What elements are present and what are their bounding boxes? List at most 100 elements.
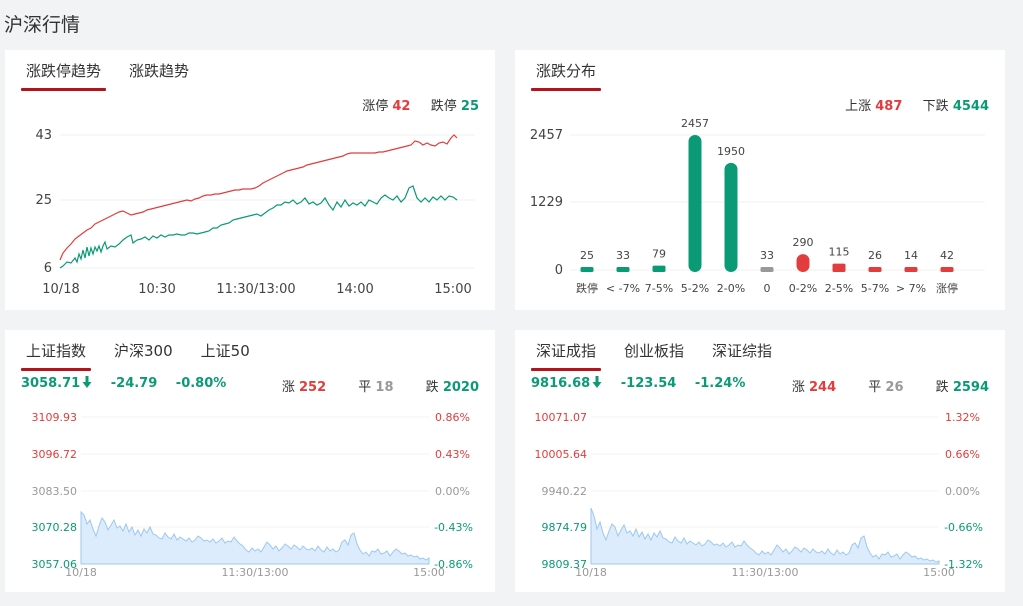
tab-limit-trend[interactable]: 涨跌停趋势 — [21, 60, 107, 91]
sh-price-area — [80, 510, 430, 565]
rise-label: 上涨 — [845, 99, 872, 114]
y-left-label: 9940.22 — [542, 485, 588, 498]
limit-counts: 涨停 42 跌停 25 — [362, 95, 479, 114]
bar — [580, 267, 594, 272]
limit-down-value: 25 — [460, 99, 479, 114]
fall-label: 下跌 — [922, 99, 949, 114]
sz-quote: 9816.68 -123.54 -1.24% — [531, 376, 759, 391]
sz-up: 涨 244 — [791, 380, 837, 395]
sz-index-tabs: 深证成指 创业板指 深证综指 — [531, 340, 795, 371]
limit-trend-chart: 43 25 6 10/18 10:30 11:30/13:00 14:00 15… — [35, 128, 475, 297]
category-label: 5-7% — [861, 282, 889, 295]
bar-value-label: 25 — [580, 249, 594, 262]
y-right-label: 0.00% — [945, 485, 980, 498]
y-left-label: 10071.07 — [535, 411, 588, 424]
tab-chinext[interactable]: 创业板指 — [624, 342, 685, 360]
x-tick-label: 11:30/13:00 — [221, 566, 288, 579]
x-tick-label: 11:30/13:00 — [216, 282, 295, 297]
x-tick-label: 10/18 — [65, 566, 97, 579]
page-title: 沪深行情 — [4, 14, 81, 36]
tab-sse-composite[interactable]: 上证指数 — [21, 340, 92, 371]
bar-value-label: 33 — [616, 249, 630, 262]
bar-value-label: 33 — [760, 249, 774, 262]
tab-distribution[interactable]: 涨跌分布 — [531, 60, 602, 91]
sh-flat: 平 18 — [358, 380, 394, 395]
category-label: 0 — [764, 282, 771, 295]
sh-quote: 3058.71 -24.79 -0.80% — [21, 376, 240, 391]
y-tick-label: 2457 — [530, 128, 563, 143]
category-label: 5-2% — [681, 282, 709, 295]
sh-pct: -0.80% — [175, 376, 227, 391]
bar-value-label: 1950 — [717, 145, 745, 158]
bar-value-label: 79 — [652, 248, 666, 261]
limit-trend-tabs: 涨跌停趋势 涨跌趋势 — [21, 60, 212, 91]
x-tick-label: 10/18 — [575, 566, 607, 579]
sz-index-card: 深证成指 创业板指 深证综指 9816.68 -123.54 -1.24% 涨 … — [515, 330, 1005, 592]
tab-szse-component[interactable]: 深证成指 — [531, 340, 602, 371]
distribution-chart: 2457 1229 0 25 跌停 33 < -7% 79 7-5% 2457 5-2% 195… — [530, 117, 985, 295]
category-label: 涨停 — [936, 281, 958, 295]
tab-csi300[interactable]: 沪深300 — [114, 342, 173, 360]
bar — [832, 263, 846, 272]
distribution-card: 涨跌分布 上涨 487 下跌 4544 2457 1229 0 25 跌停 33 < … — [515, 50, 1005, 310]
arrow-down-icon — [592, 376, 602, 388]
sz-breadth: 涨 244 平 26 跌 2594 — [764, 376, 989, 395]
sz-price-area — [590, 507, 940, 565]
x-tick-label: 14:00 — [336, 282, 373, 297]
limit-down-line — [59, 185, 458, 269]
sz-down: 跌 2594 — [935, 380, 989, 395]
bar — [760, 267, 774, 272]
sz-pct: -1.24% — [694, 376, 746, 391]
rise-value: 487 — [875, 99, 903, 114]
y-left-label: 3070.28 — [32, 521, 78, 534]
category-label: 跌停 — [576, 281, 598, 295]
sh-up: 涨 252 — [281, 380, 327, 395]
bar — [940, 267, 954, 272]
sz-flat: 平 26 — [868, 380, 904, 395]
y-left-label: 9874.79 — [542, 521, 588, 534]
x-tick-label: 11:30/13:00 — [731, 566, 798, 579]
y-left-label: 3096.72 — [32, 448, 78, 461]
bar — [904, 267, 918, 272]
tab-szse-composite[interactable]: 深证综指 — [712, 342, 773, 360]
y-right-label: 0.86% — [435, 411, 470, 424]
sh-breadth: 涨 252 平 18 跌 2020 — [254, 376, 479, 395]
bar — [652, 265, 666, 272]
y-left-label: 10005.64 — [535, 448, 588, 461]
category-label: 7-5% — [645, 282, 673, 295]
y-right-label: -0.66% — [944, 521, 983, 534]
category-label: 2-5% — [825, 282, 853, 295]
y-right-label: 0.66% — [945, 448, 980, 461]
category-label: 0-2% — [789, 282, 817, 295]
bar-value-label: 14 — [904, 249, 918, 262]
tab-sse50[interactable]: 上证50 — [200, 342, 250, 360]
bar — [868, 267, 882, 272]
sh-price: 3058.71 — [21, 376, 92, 391]
y-right-label: -0.43% — [434, 521, 473, 534]
bar-value-label: 26 — [868, 249, 882, 262]
y-tick-label: 25 — [35, 193, 52, 208]
bar — [616, 267, 630, 272]
x-tick-label: 10:30 — [138, 282, 175, 297]
limit-up-label: 涨停 — [362, 99, 389, 114]
y-right-label: 0.00% — [435, 485, 470, 498]
bar-value-label: 290 — [793, 236, 814, 249]
bar-value-label: 42 — [940, 249, 954, 262]
category-label: 2-0% — [717, 282, 745, 295]
y-left-label: 3057.06 — [32, 558, 78, 571]
x-tick-label: 10/18 — [42, 282, 79, 297]
limit-trend-card: 涨跌停趋势 涨跌趋势 涨停 42 跌停 25 43 25 6 10/18 10:… — [5, 50, 495, 310]
y-left-label: 3083.50 — [32, 485, 78, 498]
limit-down-label: 跌停 — [430, 99, 457, 114]
tab-rise-fall-trend[interactable]: 涨跌趋势 — [129, 62, 190, 80]
y-right-label: -0.86% — [434, 558, 473, 571]
y-right-label: 1.32% — [945, 411, 980, 424]
y-right-label: 0.43% — [435, 448, 470, 461]
bar — [796, 254, 810, 272]
bar-value-label: 115 — [829, 246, 850, 259]
limit-up-value: 42 — [392, 99, 411, 114]
category-label: > 7% — [896, 282, 926, 295]
y-tick-label: 43 — [35, 128, 52, 143]
y-tick-label: 1229 — [530, 195, 563, 210]
arrow-down-icon — [82, 376, 92, 388]
